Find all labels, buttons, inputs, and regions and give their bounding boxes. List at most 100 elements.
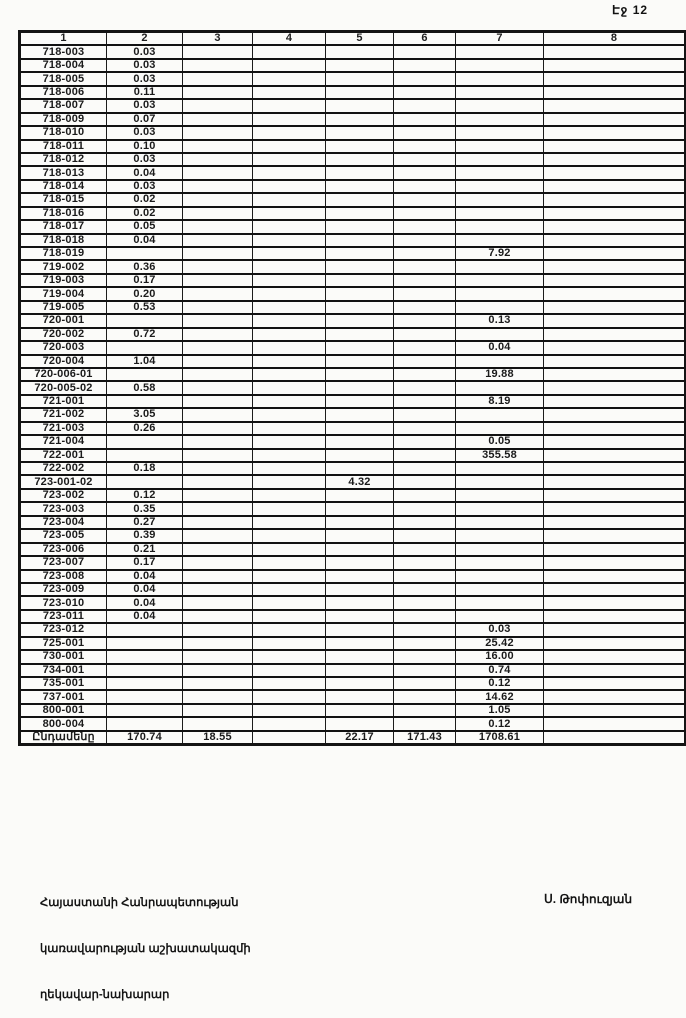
cell <box>393 299 456 316</box>
table-row: 723-002 0.12 <box>19 487 686 504</box>
column-header: 1 <box>19 30 107 47</box>
cell <box>393 326 456 343</box>
cell <box>325 635 394 652</box>
cell <box>455 474 544 490</box>
cell: 718-005 <box>19 71 107 87</box>
cell <box>182 272 253 289</box>
cell: 723-012 <box>19 622 107 638</box>
table-body: 718-003 0.03 718-004 0.03 718-005 0.03 718-006… <box>19 44 686 746</box>
cell <box>325 259 394 275</box>
cell <box>393 366 456 383</box>
table-row: 718-006 0.11 <box>19 84 686 101</box>
table-row: 718-005 0.03 <box>19 71 686 87</box>
cell <box>325 393 394 410</box>
cell <box>252 151 326 168</box>
table-row: 720-004 1.04 <box>19 353 686 369</box>
cell: 0.04 <box>106 568 183 584</box>
cell <box>455 98 544 114</box>
cell <box>182 434 253 450</box>
table-row: 723-006 0.21 <box>19 541 686 558</box>
cell <box>543 541 686 558</box>
cell: 718-010 <box>19 125 107 141</box>
cell: 0.05 <box>455 434 544 450</box>
cell: 723-006 <box>19 541 107 558</box>
cell <box>252 286 326 302</box>
cell: 8.19 <box>455 393 544 410</box>
cell: 0.03 <box>106 125 183 141</box>
cell: 25.42 <box>455 635 544 652</box>
cell <box>325 125 394 141</box>
table-row: 725-001 25.42 <box>19 635 686 652</box>
table-row: 719-003 0.17 <box>19 272 686 289</box>
cell: 720-005-02 <box>19 380 107 396</box>
cell <box>325 205 394 222</box>
table-row: 722-001 355.58 <box>19 447 686 464</box>
cell: 718-003 <box>19 44 107 60</box>
cell <box>106 313 183 329</box>
cell: 718-006 <box>19 84 107 101</box>
cell <box>455 57 544 74</box>
cell: 734-001 <box>19 662 107 679</box>
cell <box>182 71 253 87</box>
cell <box>325 568 394 584</box>
cell: 0.04 <box>455 340 544 356</box>
cell <box>455 151 544 168</box>
column-header: 3 <box>182 30 253 47</box>
cell <box>393 340 456 356</box>
cell <box>455 165 544 181</box>
cell <box>325 178 394 195</box>
cell <box>252 326 326 343</box>
cell <box>393 555 456 571</box>
cell: 0.39 <box>106 528 183 544</box>
cell: 0.27 <box>106 514 183 531</box>
cell <box>455 487 544 504</box>
cell: 0.10 <box>106 138 183 154</box>
cell <box>252 380 326 396</box>
cell <box>455 272 544 289</box>
footer-line-2: կառավարության աշխատակազմի <box>40 943 251 956</box>
cell <box>252 649 326 665</box>
cell <box>543 434 686 450</box>
cell <box>543 57 686 74</box>
cell <box>252 434 326 450</box>
cell <box>455 541 544 558</box>
cell <box>252 595 326 611</box>
cell <box>325 272 394 289</box>
cell: 0.03 <box>106 71 183 87</box>
cell <box>455 353 544 369</box>
cell <box>252 192 326 208</box>
cell <box>252 447 326 464</box>
cell: 735-001 <box>19 675 107 692</box>
table-row: 718-003 0.03 <box>19 44 686 60</box>
table-row: 723-012 0.03 <box>19 622 686 638</box>
cell <box>252 98 326 114</box>
cell: 0.17 <box>106 555 183 571</box>
cell <box>543 608 686 625</box>
cell <box>252 44 326 60</box>
cell <box>325 649 394 665</box>
cell <box>543 568 686 584</box>
cell <box>393 474 456 490</box>
cell <box>252 57 326 74</box>
cell <box>182 353 253 369</box>
cell <box>393 286 456 302</box>
cell <box>325 581 394 598</box>
cell <box>455 219 544 235</box>
cell: 0.58 <box>106 380 183 396</box>
table-row: 723-011 0.04 <box>19 608 686 625</box>
cell: 723-011 <box>19 608 107 625</box>
cell <box>455 514 544 531</box>
cell <box>106 447 183 464</box>
table-row: 720-006-01 19.88 <box>19 366 686 383</box>
cell <box>393 84 456 101</box>
cell <box>543 407 686 423</box>
cell <box>182 447 253 464</box>
cell <box>543 675 686 692</box>
cell <box>393 649 456 665</box>
cell: 14.62 <box>455 689 544 705</box>
cell <box>393 44 456 60</box>
cell: 720-003 <box>19 340 107 356</box>
cell <box>325 299 394 316</box>
cell <box>325 245 394 262</box>
column-header: 4 <box>252 30 326 47</box>
